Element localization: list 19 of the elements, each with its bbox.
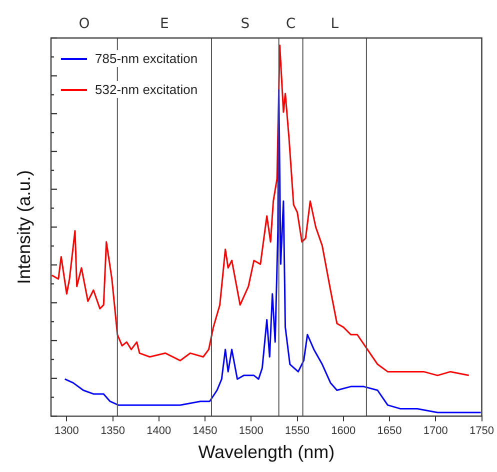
x-tick-label: 1500: [238, 424, 264, 437]
band-label: E: [160, 16, 169, 32]
x-tick-label: 1450: [192, 424, 218, 437]
x-tick-label: 1650: [377, 424, 402, 437]
x-axis-title: Wavelength (nm): [198, 442, 335, 462]
x-tick-label: 1750: [470, 424, 494, 437]
x-tick-label: 1400: [146, 424, 172, 437]
x-tick-label: 1550: [285, 424, 310, 437]
x-tick-label: 1700: [423, 424, 448, 437]
band-label: S: [240, 16, 250, 32]
band-label: O: [78, 16, 90, 32]
band-label: L: [330, 16, 339, 32]
legend-label: 785-nm excitation: [95, 51, 198, 66]
x-tick-label: 1600: [331, 424, 356, 437]
x-tick-label: 1300: [54, 424, 79, 437]
legend-label: 532-nm excitation: [95, 82, 198, 97]
y-axis-title: Intensity (a.u.): [14, 170, 34, 284]
band-label: C: [286, 16, 296, 32]
x-tick-label: 1350: [100, 424, 126, 437]
